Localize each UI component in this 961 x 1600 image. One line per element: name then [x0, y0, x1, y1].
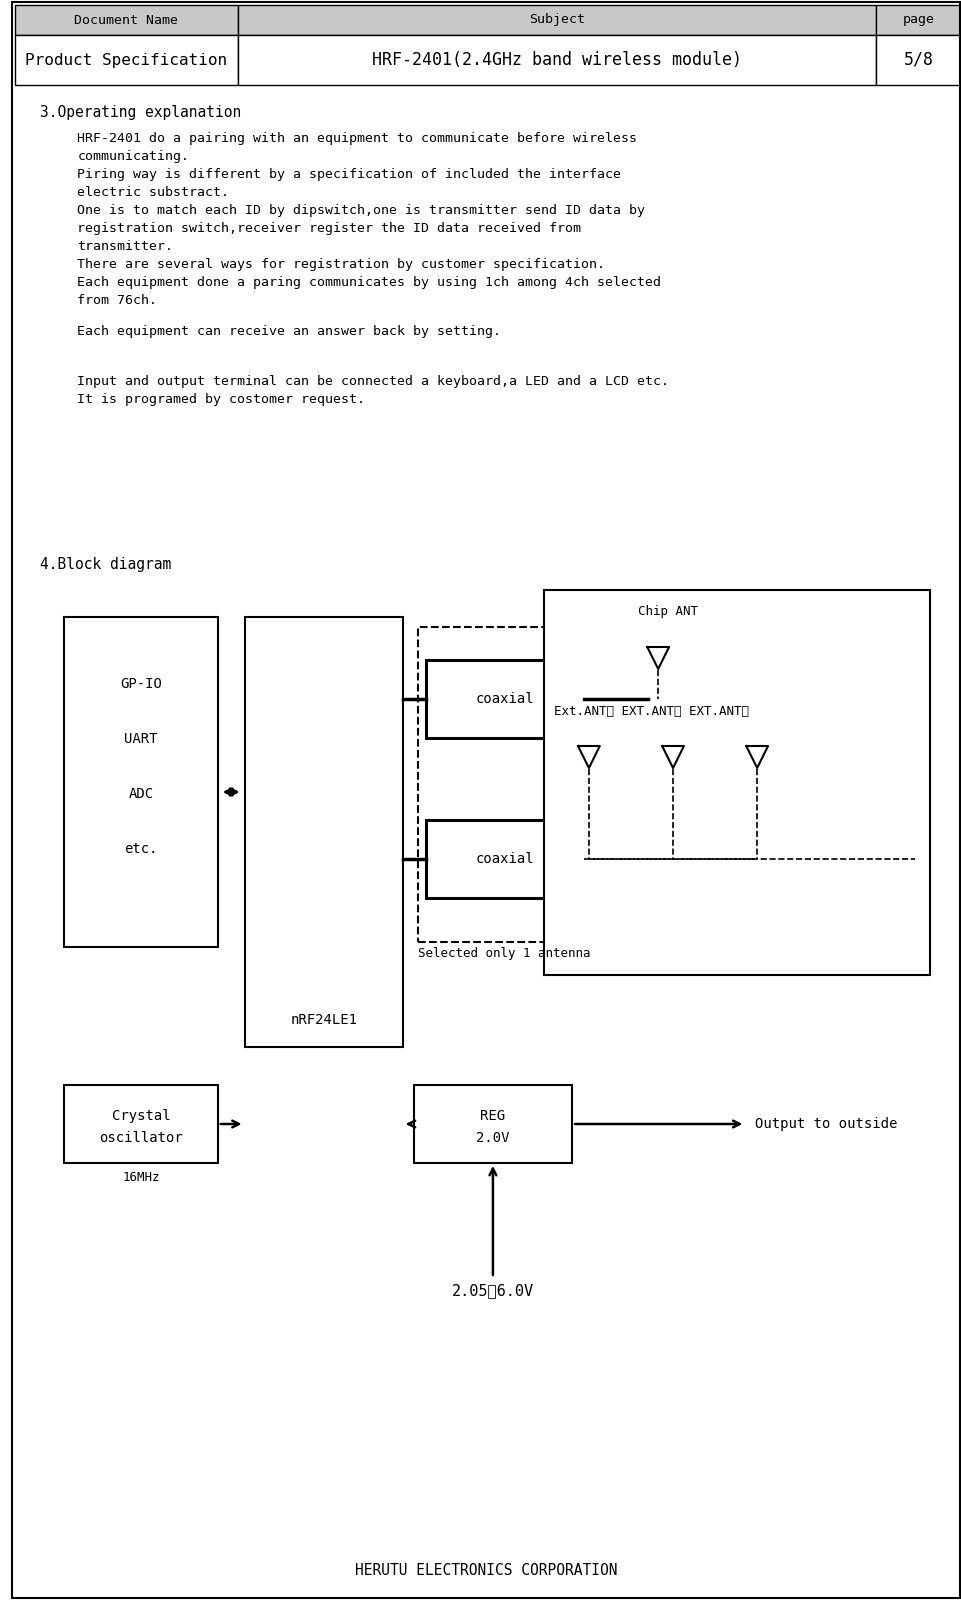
- Text: 16MHz: 16MHz: [122, 1171, 160, 1184]
- Text: etc.: etc.: [124, 842, 158, 856]
- Bar: [237, 5, 875, 35]
- Bar: [237, 35, 875, 85]
- Bar: [64, 618, 217, 947]
- Text: REG: REG: [480, 1109, 505, 1123]
- Text: nRF24LE1: nRF24LE1: [290, 1013, 357, 1027]
- Text: 2.0V: 2.0V: [476, 1131, 509, 1146]
- Text: HRF-2401 do a pairing with an equipment to communicate before wireless
communica: HRF-2401 do a pairing with an equipment …: [77, 133, 660, 307]
- Bar: [15, 35, 237, 85]
- Bar: [544, 590, 929, 974]
- Text: Product Specification: Product Specification: [25, 53, 227, 67]
- Text: Each equipment can receive an answer back by setting.: Each equipment can receive an answer bac…: [77, 325, 501, 338]
- Bar: [64, 1085, 217, 1163]
- Text: Crystal: Crystal: [111, 1109, 170, 1123]
- Text: coaxial: coaxial: [475, 691, 533, 706]
- Text: HERUTU ELECTRONICS CORPORATION: HERUTU ELECTRONICS CORPORATION: [355, 1563, 617, 1578]
- Bar: [417, 627, 590, 942]
- Text: Selected only 1 antenna: Selected only 1 antenna: [418, 947, 590, 960]
- Text: Document Name: Document Name: [74, 13, 178, 27]
- Bar: [15, 5, 237, 35]
- Text: Ext.ANT① EXT.ANT② EXT.ANT③: Ext.ANT① EXT.ANT② EXT.ANT③: [554, 706, 749, 718]
- Text: oscillator: oscillator: [99, 1131, 183, 1146]
- Text: HRF-2401(2.4GHz band wireless module): HRF-2401(2.4GHz band wireless module): [371, 51, 741, 69]
- Text: Input and output terminal can be connected a keyboard,a LED and a LCD etc.
It is: Input and output terminal can be connect…: [77, 374, 669, 406]
- Text: Chip ANT: Chip ANT: [638, 605, 698, 618]
- Text: coaxial: coaxial: [475, 851, 533, 866]
- Text: page: page: [902, 13, 934, 27]
- Text: ADC: ADC: [129, 787, 154, 802]
- Bar: [875, 5, 961, 35]
- Text: 5/8: 5/8: [903, 51, 933, 69]
- Bar: [244, 618, 403, 1046]
- Text: GP-IO: GP-IO: [120, 677, 161, 691]
- Text: 4.Block diagram: 4.Block diagram: [39, 557, 171, 573]
- Text: UART: UART: [124, 733, 158, 746]
- Text: Subject: Subject: [529, 13, 584, 27]
- Bar: [875, 35, 961, 85]
- Text: 3.Operating explanation: 3.Operating explanation: [39, 106, 240, 120]
- Text: 2.05～6.0V: 2.05～6.0V: [452, 1283, 533, 1298]
- Bar: [413, 1085, 572, 1163]
- Bar: [425, 659, 583, 738]
- Text: Output to outside: Output to outside: [754, 1117, 897, 1131]
- Bar: [425, 819, 583, 898]
